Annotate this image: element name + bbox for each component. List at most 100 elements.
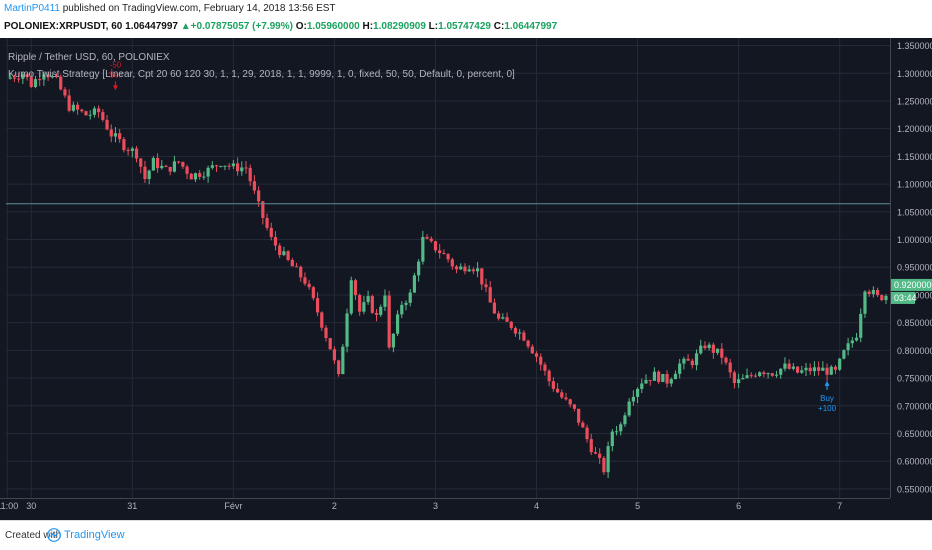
price-tick-label: 0.65000000 — [897, 429, 932, 439]
candle-body — [686, 358, 690, 361]
candle-body — [450, 259, 454, 267]
candle-body — [846, 343, 850, 351]
price-tick-label: 0.70000000 — [897, 401, 932, 411]
candle-body — [665, 374, 669, 384]
chart-legend-title: Ripple / Tether USD, 60, POLONIEX — [8, 52, 170, 63]
candle-body — [766, 373, 770, 375]
publication-info: MartinP0411 published on TradingView.com… — [4, 3, 336, 14]
candle-body — [337, 360, 341, 375]
price-tick-label: 1.10000000 — [897, 180, 932, 190]
candle-body — [240, 167, 244, 172]
candle-body — [290, 259, 294, 267]
candle-body — [273, 237, 278, 246]
candle-body — [63, 89, 67, 96]
candle-body — [109, 129, 113, 137]
candle-body — [737, 379, 741, 384]
candle-body — [122, 139, 126, 151]
candle-body — [17, 78, 21, 80]
tradingview-brand[interactable]: TradingView — [64, 529, 125, 541]
candle-body — [231, 163, 235, 167]
candle-body — [720, 348, 724, 358]
candle-body — [812, 367, 817, 372]
candle-body — [829, 366, 833, 375]
candle-body — [345, 313, 349, 347]
candle-body — [244, 167, 248, 169]
candle-body — [54, 76, 59, 78]
candle-body — [206, 167, 210, 177]
candle-body — [315, 298, 320, 313]
candle-body — [614, 431, 619, 433]
candle-body — [867, 291, 871, 295]
candle-body — [480, 268, 484, 285]
candle-body — [366, 296, 370, 303]
candle-body — [172, 161, 177, 172]
candle-body — [374, 312, 379, 315]
candle-body — [669, 379, 673, 384]
tradingview-logo-icon — [47, 528, 61, 542]
candle-body — [690, 360, 694, 366]
candle-body — [379, 306, 383, 315]
author-link[interactable]: MartinP0411 — [4, 3, 60, 14]
candle-body — [572, 404, 577, 409]
candle-body — [324, 327, 328, 339]
candle-body — [383, 295, 387, 307]
chart-area[interactable]: 1.35000000 1.30000000 1.25000000 1.20000000… — [0, 38, 932, 520]
candle-body — [299, 266, 303, 278]
candle-body — [821, 367, 825, 371]
candle-body — [467, 269, 471, 272]
candle-body — [610, 431, 614, 447]
candle-body — [193, 173, 198, 180]
candle-body — [370, 296, 374, 313]
candle-body — [501, 317, 505, 319]
price-badge-label: 0.92000000 — [894, 280, 932, 290]
candle-body — [497, 313, 501, 319]
candle-body — [635, 388, 640, 397]
candle-body — [648, 380, 652, 382]
candle-body — [417, 261, 421, 276]
candle-body — [551, 381, 555, 389]
candle-body — [707, 344, 711, 349]
price-tick-label: 0.60000000 — [897, 457, 932, 467]
candle-body — [682, 358, 686, 364]
candle-body — [598, 453, 602, 458]
candle-body — [791, 366, 795, 369]
candle-body — [50, 76, 54, 78]
high-value: 1.08290909 — [373, 21, 426, 32]
candle-body — [46, 74, 50, 78]
candle-body — [328, 338, 332, 350]
candle-body — [749, 375, 753, 377]
candle-body — [783, 363, 787, 369]
symbol-interval: POLONIEX:XRPUSDT, 60 — [4, 21, 123, 32]
price-chart[interactable]: 1.35000000 1.30000000 1.25000000 1.20000000… — [0, 38, 932, 520]
candle-body — [859, 313, 863, 338]
candle-body — [353, 280, 358, 296]
candle-body — [568, 399, 572, 405]
candle-body — [198, 173, 202, 177]
candle-body — [884, 295, 888, 301]
candle-body — [442, 253, 446, 255]
candle-body — [21, 74, 25, 79]
candle-body — [770, 373, 774, 376]
candle-body — [505, 317, 509, 322]
candle-body — [408, 292, 412, 303]
candle-body — [362, 302, 366, 312]
candle-body — [530, 346, 534, 354]
candle-body — [8, 77, 12, 79]
candle-body — [265, 217, 269, 228]
candle-body — [97, 108, 101, 113]
price-tick-label: 1.05000000 — [897, 207, 932, 217]
candle-body — [151, 157, 155, 171]
candle-body — [471, 269, 475, 272]
candle-body — [177, 161, 181, 163]
close-label: C: — [493, 21, 505, 32]
candle-body — [404, 302, 408, 305]
candle-body — [762, 372, 766, 375]
buy-arrow-icon — [824, 380, 830, 390]
candle-body — [627, 401, 631, 416]
time-tick-label: 4 — [534, 501, 539, 511]
price-tick-label: 1.25000000 — [897, 96, 932, 106]
candle-body — [160, 165, 164, 169]
candle-body — [25, 74, 29, 78]
low-label: L: — [428, 21, 439, 32]
candle-body — [715, 348, 720, 353]
